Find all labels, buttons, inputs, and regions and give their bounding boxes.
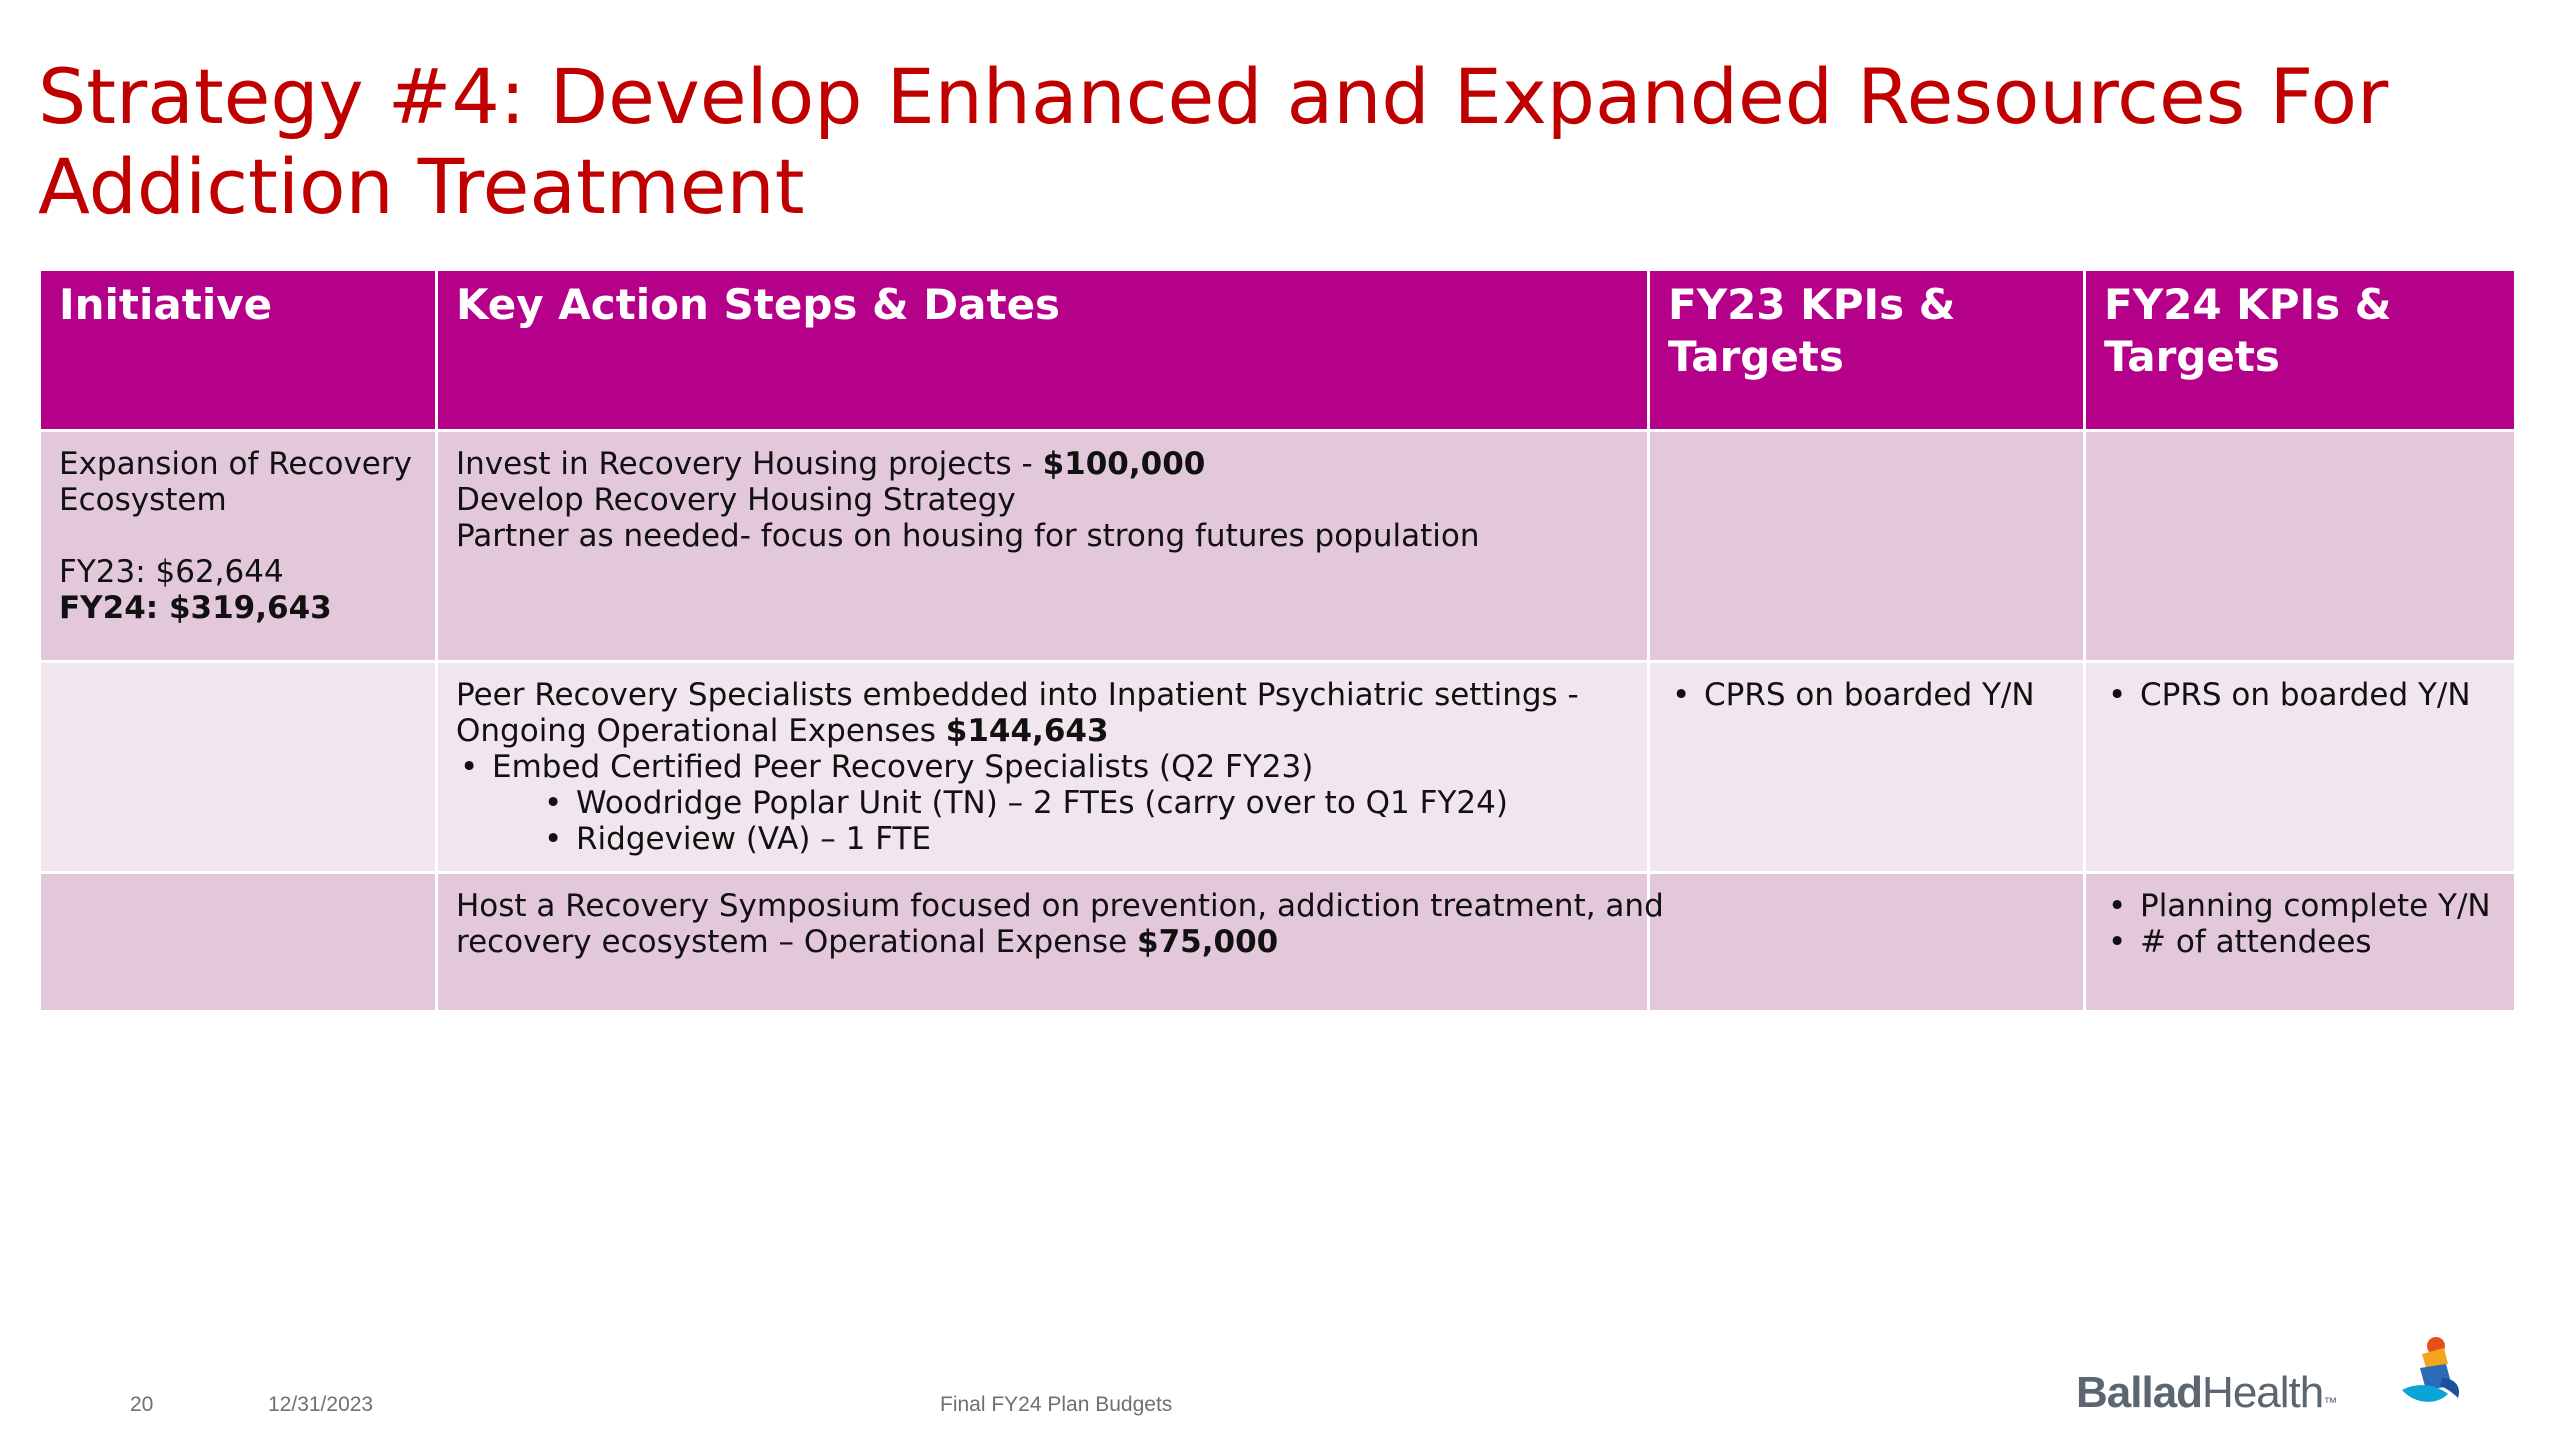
action-sub-bullet: Ridgeview (VA) – 1 FTE	[540, 821, 1629, 857]
kpi-item: # of attendees	[2104, 924, 2496, 960]
header-initiative: Initiative	[38, 268, 438, 432]
footer-date: 12/31/2023	[268, 1393, 374, 1416]
header-fy24-kpis: FY24 KPIs & Targets	[2083, 268, 2517, 432]
kpi-item: CPRS on boarded Y/N	[2104, 677, 2496, 713]
fy23-budget: FY23: $62,644	[59, 554, 284, 590]
amount: $144,643	[945, 713, 1109, 749]
ballad-health-logo: BalladHealth™	[2076, 1334, 2476, 1417]
action-sub-bullet: Woodridge Poplar Unit (TN) – 2 FTEs (car…	[540, 785, 1629, 821]
action-step: Partner as needed- focus on housing for …	[456, 518, 1480, 554]
action-steps-cell: Peer Recovery Specialists embedded into …	[435, 660, 1650, 874]
table-row: Peer Recovery Specialists embedded into …	[38, 660, 2517, 874]
slide-title-line-1: Strategy #4: Develop Enhanced and Expand…	[38, 52, 2389, 141]
logo-mark-icon	[2402, 1337, 2460, 1402]
fy23-kpi-cell	[1647, 429, 2086, 663]
action-step: Invest in Recovery Housing projects - $1…	[456, 446, 1206, 482]
table-header-row: Initiative Key Action Steps & Dates FY23…	[38, 268, 2517, 432]
initiative-name: Expansion of Recovery Ecosystem	[59, 446, 412, 518]
action-step: Host a Recovery Symposium focused on pre…	[456, 888, 1664, 924]
strategy-table: Initiative Key Action Steps & Dates FY23…	[38, 268, 2517, 1013]
header-key-action-steps: Key Action Steps & Dates	[435, 268, 1650, 432]
header-fy23-kpis: FY23 KPIs & Targets	[1647, 268, 2086, 432]
initiative-cell	[38, 871, 438, 1013]
action-step: recovery ecosystem – Operational Expense…	[456, 924, 1279, 960]
amount: $75,000	[1137, 924, 1279, 960]
kpi-item: Planning complete Y/N	[2104, 888, 2496, 924]
action-steps-cell: Host a Recovery Symposium focused on pre…	[435, 871, 1664, 1013]
action-step: Ongoing Operational Expenses $144,643	[456, 713, 1109, 749]
table-row: Expansion of Recovery Ecosystem FY23: $6…	[38, 429, 2517, 663]
amount: $100,000	[1042, 446, 1206, 482]
slide-title-line-2: Addiction Treatment	[38, 142, 805, 231]
footer-document-title: Final FY24 Plan Budgets	[940, 1393, 1173, 1416]
action-steps-cell: Invest in Recovery Housing projects - $1…	[435, 429, 1650, 663]
fy24-budget: FY24: $319,643	[59, 590, 332, 626]
fy24-kpi-cell: Planning complete Y/N # of attendees	[2083, 871, 2517, 1013]
logo-wordmark: BalladHealth™	[2076, 1368, 2337, 1417]
initiative-cell	[38, 660, 438, 874]
slide-title: Strategy #4: Develop Enhanced and Expand…	[38, 52, 2498, 232]
fy23-kpi-cell: CPRS on boarded Y/N	[1647, 660, 2086, 874]
fy23-kpi-cell	[1647, 871, 2086, 1013]
action-step: Peer Recovery Specialists embedded into …	[456, 677, 1579, 713]
kpi-item: CPRS on boarded Y/N	[1668, 677, 2065, 713]
fy24-kpi-cell: CPRS on boarded Y/N	[2083, 660, 2517, 874]
initiative-cell: Expansion of Recovery Ecosystem FY23: $6…	[38, 429, 438, 663]
fy24-kpi-cell	[2083, 429, 2517, 663]
page-number: 20	[130, 1393, 154, 1416]
table-row: Host a Recovery Symposium focused on pre…	[38, 871, 2517, 1013]
action-step: Develop Recovery Housing Strategy	[456, 482, 1016, 518]
action-bullet: Embed Certified Peer Recovery Specialist…	[456, 749, 1629, 785]
